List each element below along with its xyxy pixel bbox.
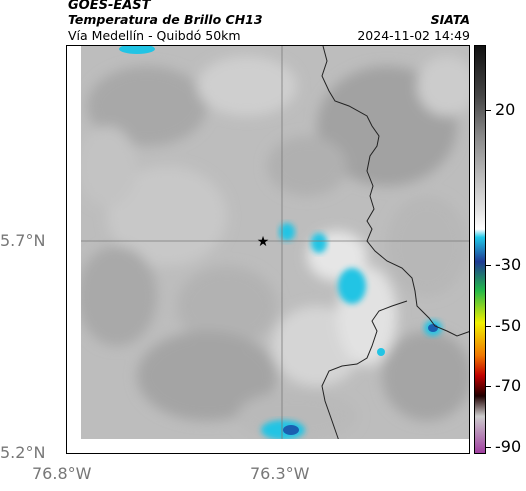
colorbar-label: 20	[495, 100, 516, 119]
colorbar-label: -30	[495, 255, 522, 274]
map-margin-left	[67, 46, 81, 453]
colorbar-tick	[486, 326, 491, 327]
colorbar-tick	[486, 110, 491, 111]
colorbar-label: -90	[495, 437, 522, 456]
lon-label: 76.8°W	[32, 464, 92, 483]
colorbar-label: -70	[495, 376, 522, 395]
source-label: SIATA	[430, 12, 470, 27]
department-boundary	[321, 46, 469, 337]
colorbar-tick	[486, 447, 491, 448]
route-subtitle: Vía Medellín - Quibdó 50km	[68, 28, 241, 43]
product-title: Temperatura de Brillo CH13	[68, 12, 263, 27]
colorbar-tick	[486, 265, 491, 266]
colorbar-label: -50	[495, 316, 522, 335]
lat-label: 5.2°N	[0, 443, 46, 462]
map-canvas: ★	[67, 46, 469, 453]
colorbar	[474, 45, 486, 454]
star-icon[interactable]: ★	[257, 234, 270, 250]
lat-label: 5.7°N	[0, 231, 46, 250]
datetime-label: 2024-11-02 14:49	[357, 28, 470, 43]
satellite-map[interactable]: ★	[66, 45, 470, 454]
map-margin	[67, 439, 469, 453]
colorbar-tick	[486, 386, 491, 387]
lon-label: 76.3°W	[250, 464, 310, 483]
department-boundary-south	[321, 300, 408, 453]
satellite-title: GOES-EAST	[68, 0, 151, 13]
